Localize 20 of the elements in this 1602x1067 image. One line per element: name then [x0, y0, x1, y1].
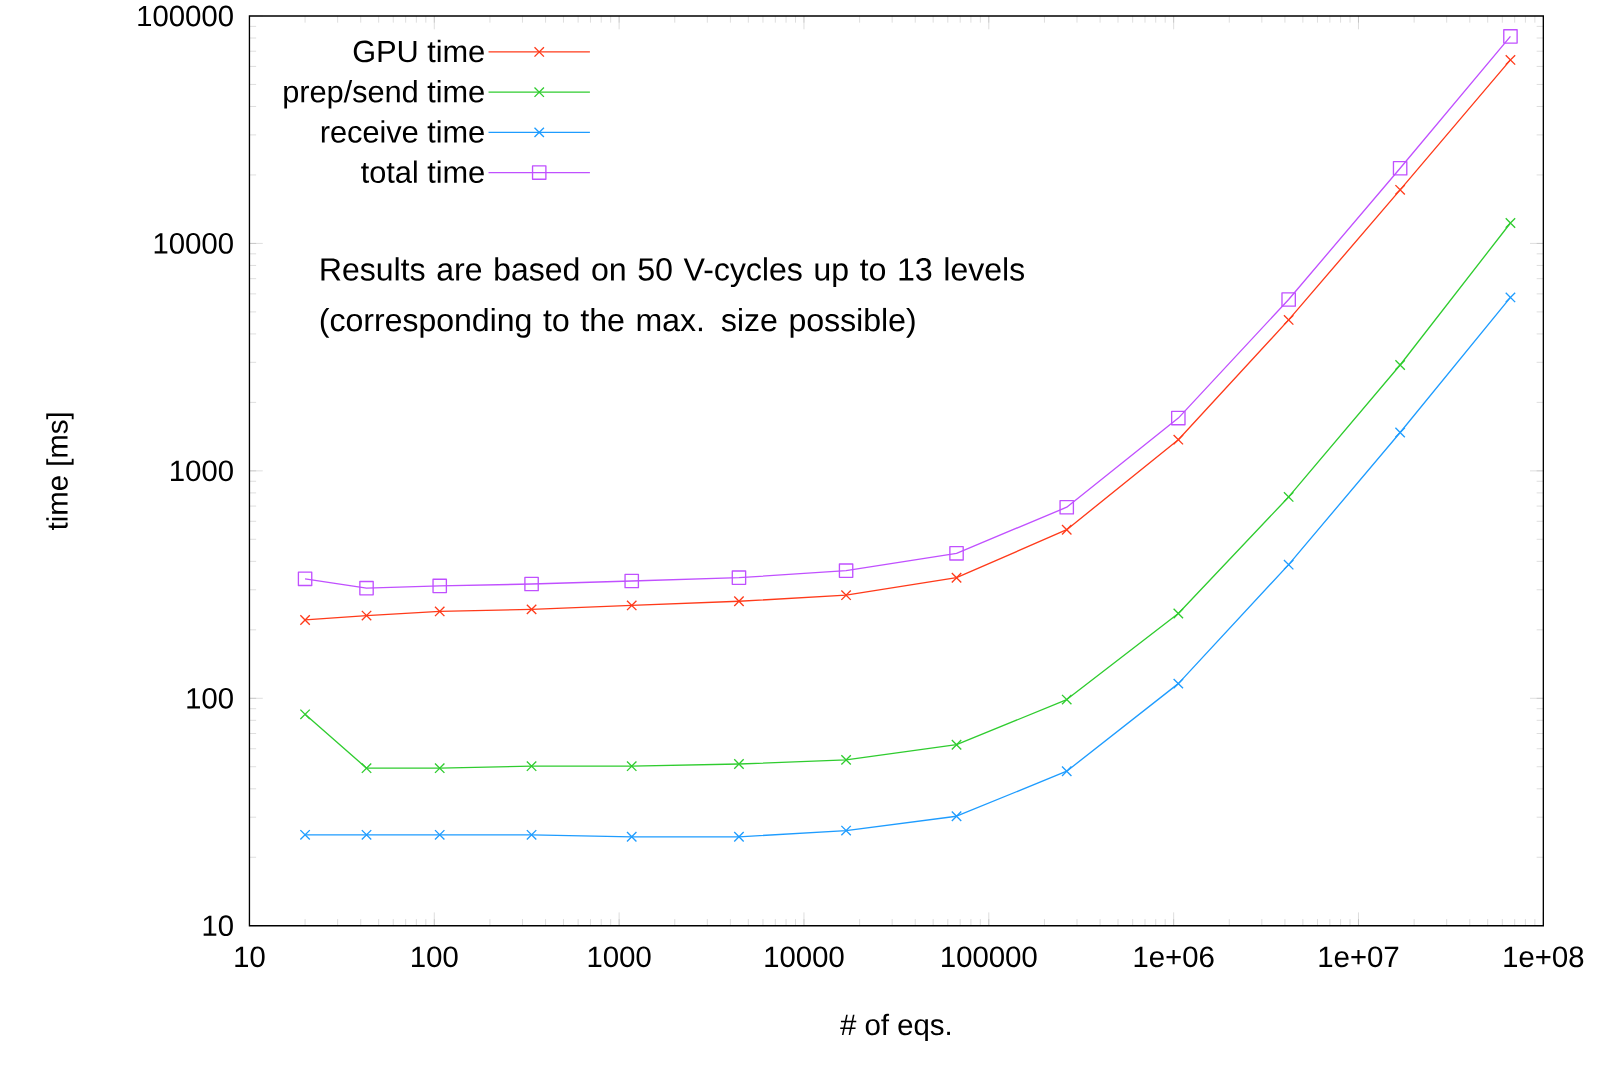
x-tick-label: 10000 — [765, 946, 844, 968]
y-axis-title: time [ms] — [46, 413, 74, 530]
y-tick-label: 10000 — [154, 232, 233, 254]
y-tick-label: 1000 — [171, 460, 233, 482]
x-tick-label: 100 — [412, 946, 458, 968]
legend-label: GPU time — [353, 39, 484, 63]
legend-label: prep/send time — [284, 79, 484, 109]
legend-label: receive time — [321, 120, 484, 143]
x-axis-title: # of eqs. — [840, 1013, 950, 1041]
x-tick-label: 10 — [235, 946, 265, 968]
annotation: Results are based on 50 V-cycles up to 13 levels (corresponding to the max. size possible) — [320, 257, 1025, 338]
legend-label: total time — [361, 160, 484, 183]
x-tick-label: 1e+07 — [1319, 946, 1399, 968]
x-tick-label: 1000 — [588, 946, 651, 968]
x-tick-label: 1e+08 — [1504, 946, 1584, 968]
x-tick-label: 100000 — [942, 946, 1037, 968]
y-tick-label: 100000 — [138, 5, 233, 27]
y-tick-label: 10 — [203, 915, 233, 937]
y-tick-label: 100 — [187, 687, 233, 709]
x-tick-label: 1e+06 — [1134, 946, 1214, 968]
